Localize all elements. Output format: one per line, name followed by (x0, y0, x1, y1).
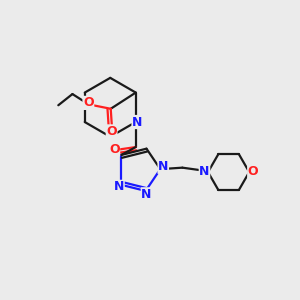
Text: N: N (141, 188, 152, 201)
Text: N: N (132, 116, 142, 128)
Text: N: N (199, 165, 210, 178)
Text: N: N (158, 160, 168, 173)
Text: N: N (114, 180, 124, 194)
Text: O: O (106, 125, 117, 138)
Text: O: O (248, 165, 258, 178)
Text: O: O (109, 143, 120, 156)
Text: O: O (83, 96, 94, 110)
